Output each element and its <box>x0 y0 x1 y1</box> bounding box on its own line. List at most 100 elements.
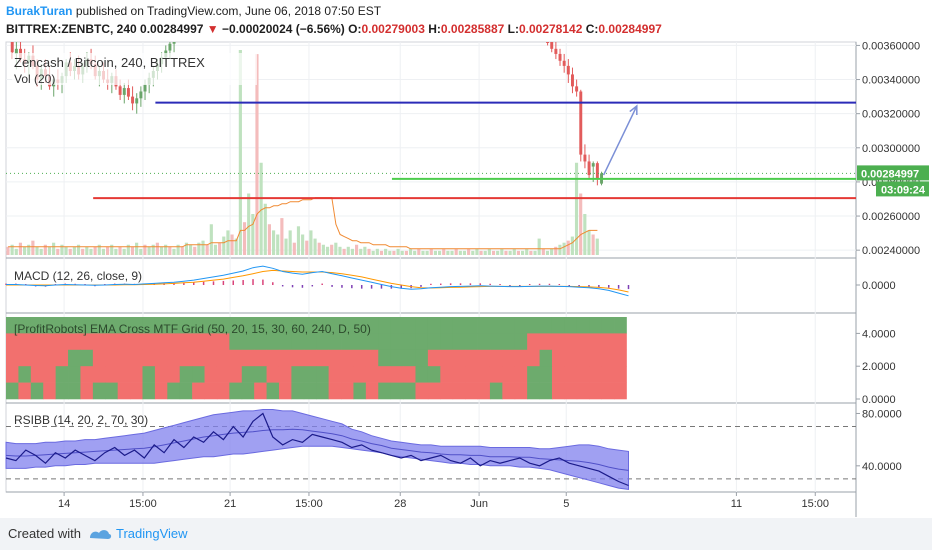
published-text: published on TradingView.com, June 06, 2… <box>75 4 382 18</box>
chart-area[interactable]: 0.00360000 0.00340000 0.00320000 0.00300000… <box>0 0 932 518</box>
ema-grid-cell <box>403 366 416 383</box>
ema-grid-cell <box>452 333 466 351</box>
volume-bar <box>537 238 541 255</box>
volume-bar <box>396 248 400 255</box>
volume-bar <box>56 248 60 255</box>
ema-grid-cell <box>527 333 540 351</box>
ema-grid-cell <box>130 333 143 351</box>
volume-bar <box>309 230 313 255</box>
volume-bar <box>491 250 496 255</box>
ema-grid-cell <box>614 317 627 334</box>
volume-bar <box>139 248 143 255</box>
grid-tick-label: 4.0000 <box>862 328 896 340</box>
ema-grid-cell <box>440 366 454 383</box>
ema-grid-cell <box>341 317 354 334</box>
ema-grid-cell <box>303 382 317 400</box>
ema-grid-cell <box>278 366 292 383</box>
volume-bar <box>421 250 425 255</box>
author-name[interactable]: BurakTuran <box>6 4 73 18</box>
volume-bar <box>462 250 467 255</box>
ema-grid-cell <box>539 382 553 400</box>
ema-grid-cell <box>92 349 106 367</box>
ema-grid-cell <box>216 366 230 383</box>
ema-grid-cell <box>589 317 603 334</box>
ema-grid-cell <box>130 366 143 383</box>
ema-grid-cell <box>316 349 330 367</box>
ema-grid-cell <box>341 349 354 367</box>
ema-grid-cell <box>167 317 181 334</box>
volume-bar <box>496 250 500 255</box>
ema-grid-cell <box>142 382 156 400</box>
ema-grid-cell <box>30 366 44 383</box>
macd-legend: MACD (12, 26, close, 9) <box>14 269 142 283</box>
candle-body <box>10 42 14 53</box>
ema-grid-cell <box>614 349 627 367</box>
volume-bar <box>388 250 392 255</box>
ema-grid-cell <box>527 382 540 400</box>
ema-grid-cell <box>390 317 404 334</box>
price-tick-label: 0.00320000 <box>862 109 920 121</box>
ema-grid-cell <box>130 382 143 400</box>
volume-bar <box>272 230 276 255</box>
volume-bar <box>118 246 122 255</box>
ema-grid-cell <box>142 333 156 351</box>
ema-grid-cell <box>80 317 94 334</box>
volume-bar <box>209 224 213 255</box>
candle-body <box>122 88 126 95</box>
plot-border <box>5 41 857 493</box>
ema-grid-cell <box>43 366 57 383</box>
volume-bar <box>562 242 566 255</box>
ema-grid-legend: [ProfitRobots] EMA Cross MTF Grid (50, 2… <box>14 322 371 336</box>
volume-bar <box>408 248 413 255</box>
tradingview-logo-icon[interactable] <box>88 526 112 545</box>
ema-grid-cell <box>105 349 119 367</box>
ema-grid-cell <box>440 317 454 334</box>
ema-grid-cell <box>167 382 181 400</box>
ema-grid-cell <box>390 366 404 383</box>
ema-grid-cell <box>254 366 267 383</box>
volume-bar <box>93 246 97 255</box>
ema-grid-cell <box>6 366 19 383</box>
ema-grid-cell <box>204 366 218 383</box>
ema-grid-cell <box>154 366 168 383</box>
ema-grid-cell <box>80 349 94 367</box>
down-arrow-icon: ▼ <box>206 22 219 36</box>
ema-grid-cell <box>527 317 540 334</box>
volume-bar <box>350 248 354 255</box>
ema-grid-cell <box>427 333 441 351</box>
ema-grid-cell <box>378 317 392 334</box>
high-value: 0.00285887 <box>440 22 505 36</box>
price-tick-label: 0.00360000 <box>862 40 920 52</box>
volume-bar <box>106 246 110 255</box>
volume-bar <box>151 244 155 255</box>
volume-bar <box>201 240 205 255</box>
ema-grid-cell <box>254 333 267 351</box>
volume-bar <box>10 244 14 255</box>
ema-grid-cell <box>192 333 205 351</box>
ema-grid-cell <box>68 366 81 383</box>
ema-grid-cell <box>154 317 168 334</box>
ema-grid-cell <box>601 349 615 367</box>
ema-grid-cell <box>154 349 168 367</box>
ema-grid-cell <box>154 382 168 400</box>
ema-grid-cell <box>92 333 106 351</box>
volume-bar <box>189 244 193 255</box>
ema-grid-cell <box>365 317 379 334</box>
macd-tick-label: 0.0000 <box>862 280 896 292</box>
ema-grid-cell <box>316 366 330 383</box>
candle-body <box>168 43 172 51</box>
time-tick-label: 5 <box>563 498 569 510</box>
time-tick-label: 15:00 <box>295 498 323 510</box>
ema-grid-cell <box>30 349 44 367</box>
ema-grid-cell <box>452 382 466 400</box>
ema-grid-cell <box>365 349 379 367</box>
ema-grid-cell <box>328 349 342 367</box>
volume-bar <box>14 248 18 255</box>
ema-grid-cell <box>514 382 528 400</box>
ema-grid-cell <box>117 349 131 367</box>
ema-grid-cell <box>514 349 528 367</box>
grid-tick-label: 0.0000 <box>862 394 896 406</box>
tradingview-link[interactable]: TradingView <box>116 526 188 541</box>
ema-grid-cell <box>18 366 32 383</box>
